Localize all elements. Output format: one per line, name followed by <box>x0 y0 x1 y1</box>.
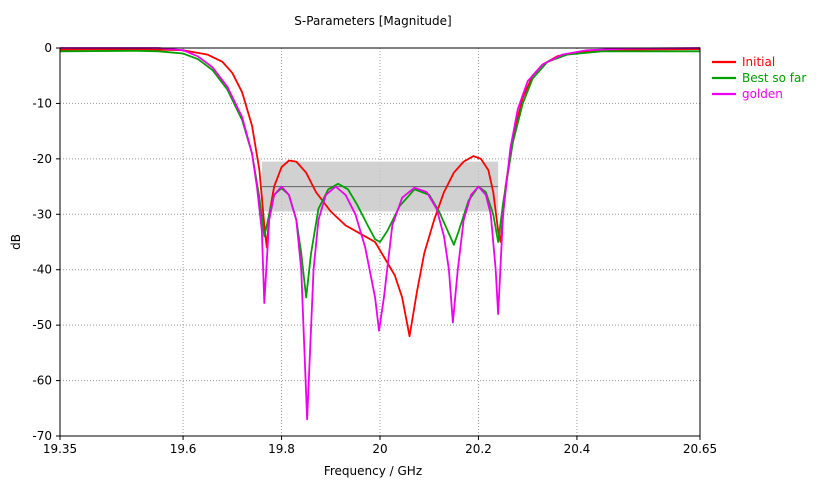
x-tick-label: 20 <box>372 442 387 456</box>
x-axis-label: Frequency / GHz <box>324 464 422 478</box>
y-axis-label: dB <box>9 234 23 250</box>
chart-title: S-Parameters [Magnitude] <box>294 14 451 28</box>
y-tick-label: -10 <box>32 96 52 110</box>
y-tick-label: 0 <box>44 41 52 55</box>
y-tick-label: -60 <box>32 374 52 388</box>
goal-region <box>261 161 499 212</box>
y-tick-label: -40 <box>32 263 52 277</box>
legend-label: golden <box>742 87 783 101</box>
y-tick-label: -30 <box>32 207 52 221</box>
x-tick-label: 20.2 <box>465 442 492 456</box>
y-axis-ticks: 0 -10 -20 -30 -40 -50 -60 -70 <box>32 41 60 443</box>
plot-area <box>59 47 701 437</box>
y-tick-label: -50 <box>32 318 52 332</box>
legend-label: Initial <box>742 55 775 69</box>
y-tick-label: -20 <box>32 152 52 166</box>
legend: Initial Best so far golden <box>712 55 806 101</box>
x-tick-label: 19.35 <box>43 442 77 456</box>
series-lines <box>59 47 701 421</box>
x-tick-label: 20.65 <box>683 442 717 456</box>
series-line-golden <box>60 47 701 421</box>
x-axis-ticks: 19.35 19.6 19.8 20 20.2 20.4 20.65 <box>43 436 717 456</box>
legend-label: Best so far <box>742 71 806 85</box>
x-tick-label: 19.6 <box>170 442 197 456</box>
x-tick-label: 20.4 <box>564 442 591 456</box>
x-tick-label: 19.8 <box>268 442 295 456</box>
y-tick-label: -70 <box>32 429 52 443</box>
